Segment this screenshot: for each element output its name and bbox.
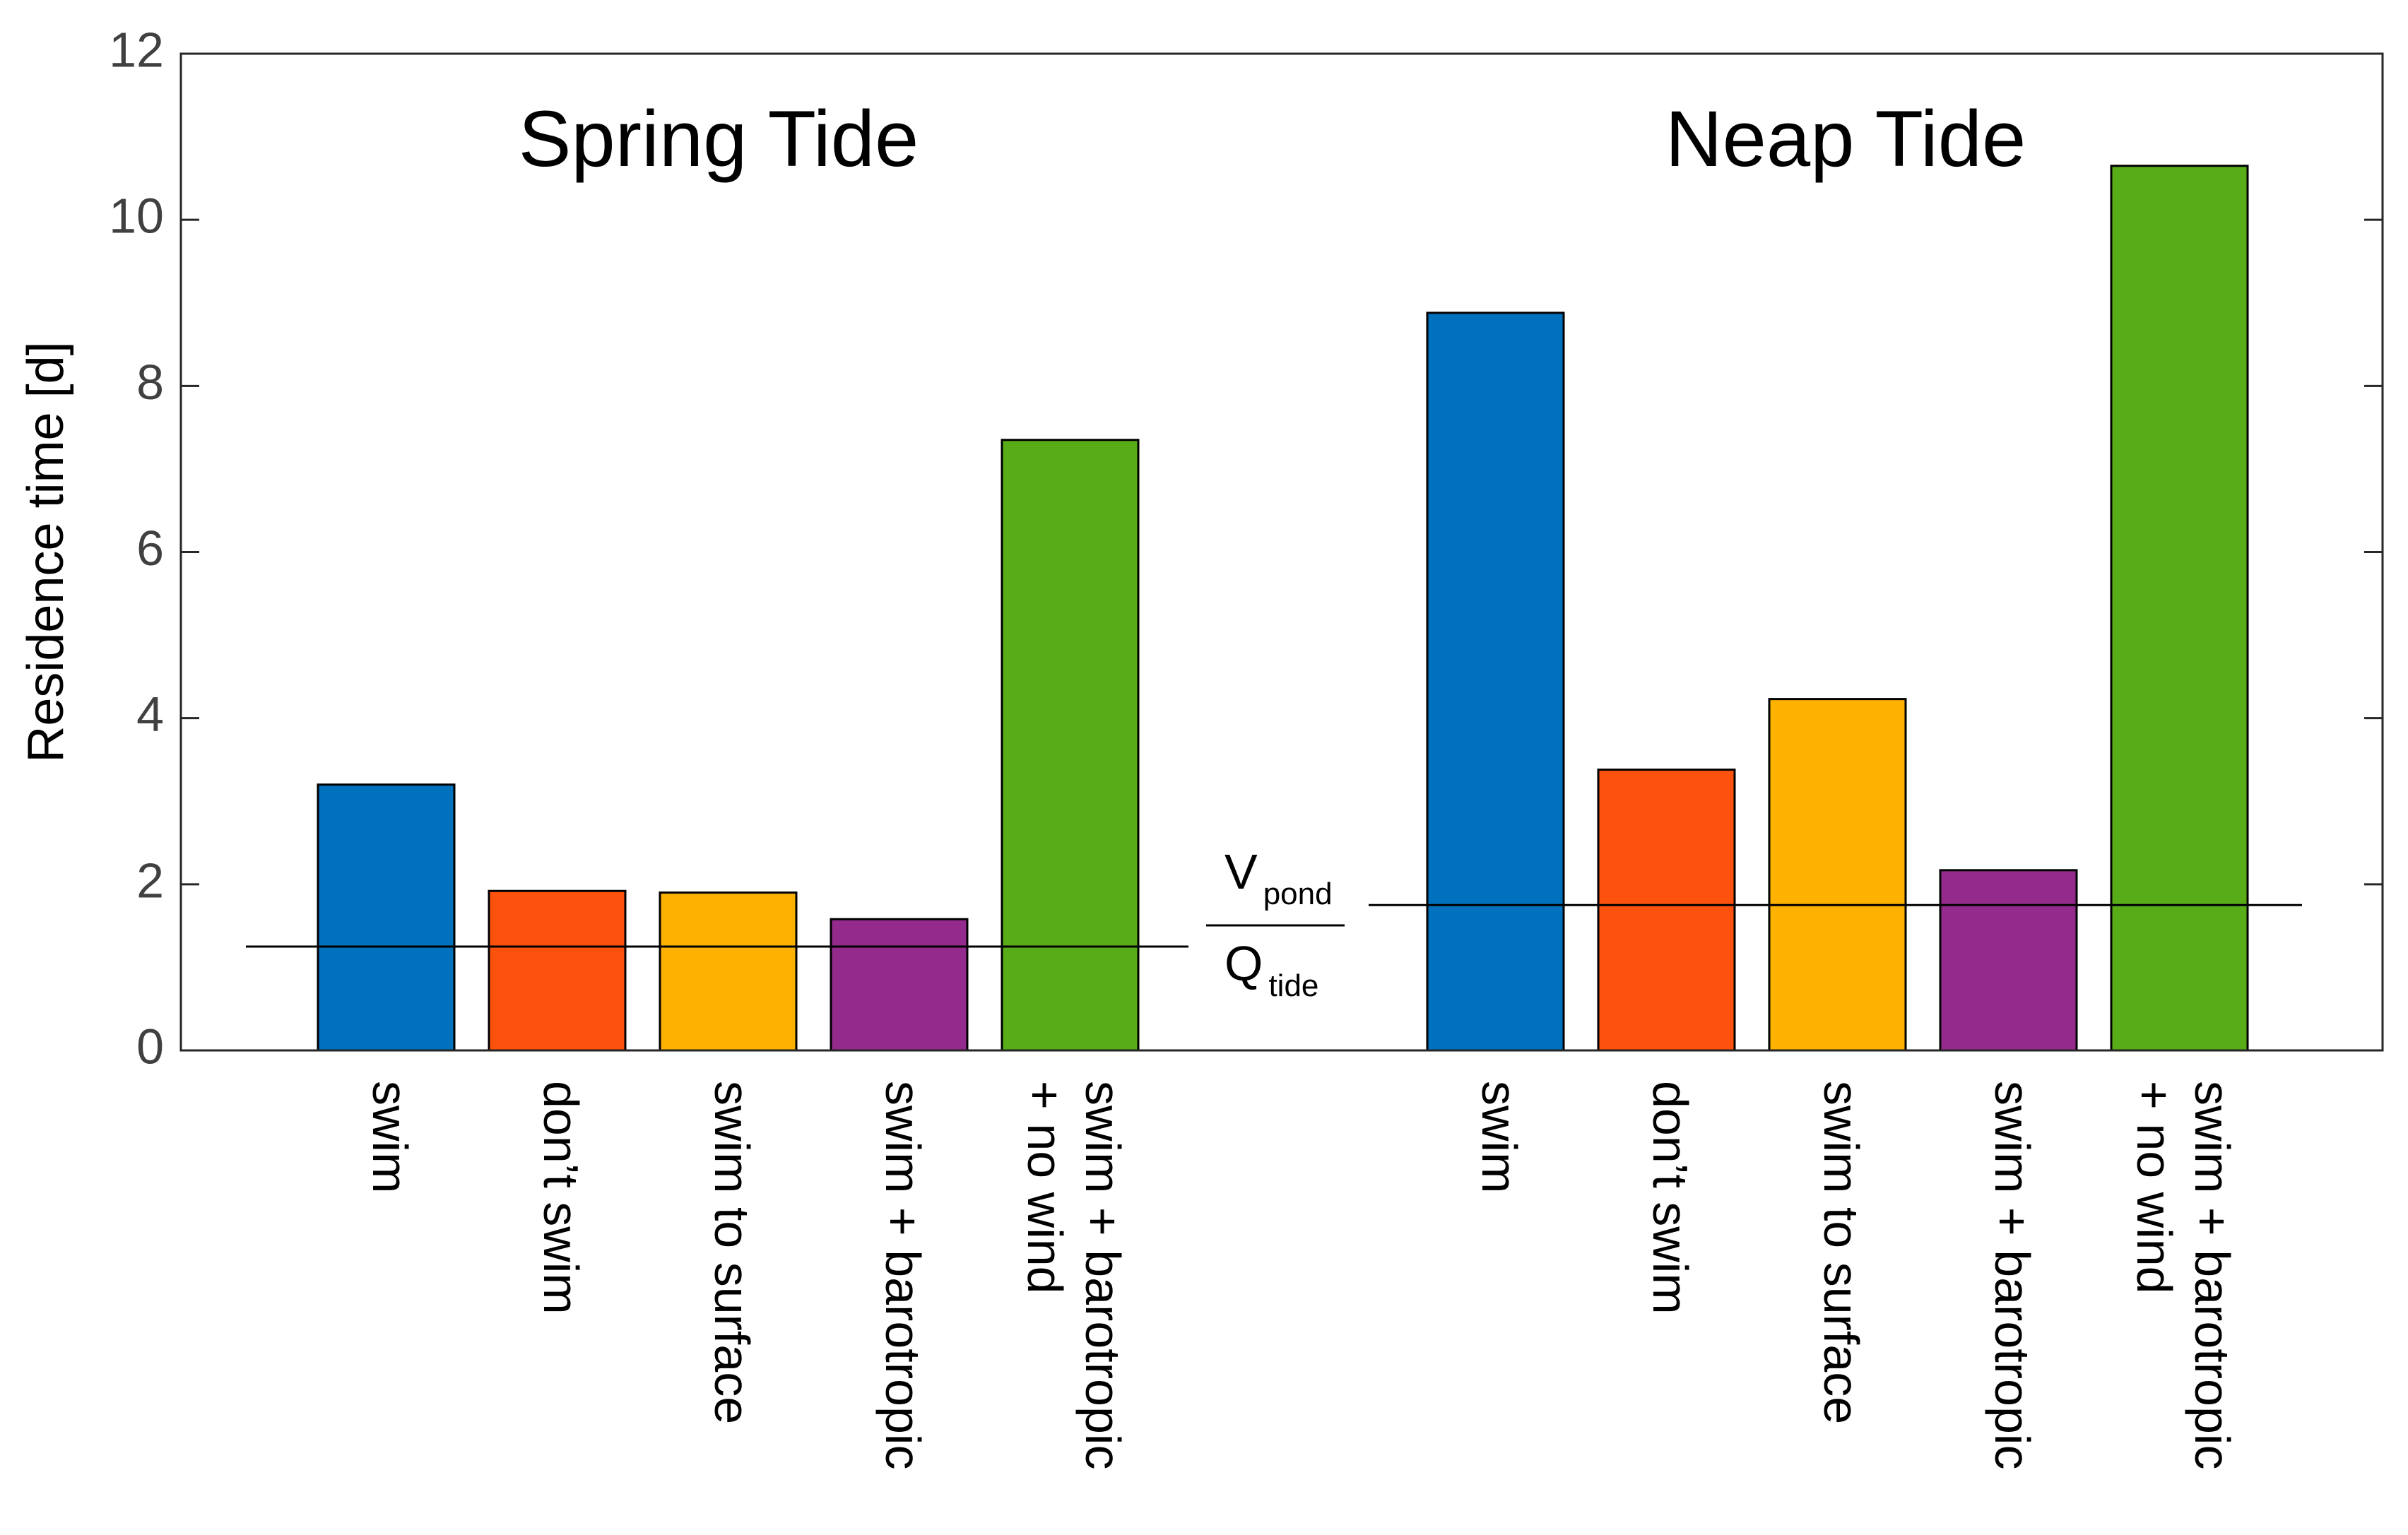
category-label: swim	[362, 1081, 418, 1193]
y-axis-label: Residence time [d]	[18, 341, 74, 762]
y-tick-label: 8	[136, 355, 164, 410]
chart-axes	[179, 52, 2384, 1052]
y-tick-label: 6	[136, 521, 164, 576]
bar-spring-2	[488, 889, 627, 1052]
bar-spring-4	[830, 918, 969, 1052]
reference-denominator-symbol: Q	[1224, 936, 1263, 991]
bar-neap-1	[1426, 312, 1565, 1052]
category-label: don’t swim	[533, 1081, 589, 1315]
reference-denominator-subscript: tide	[1268, 968, 1318, 1003]
category-label: don’t swim	[1643, 1081, 1698, 1315]
y-tick-label: 2	[136, 853, 164, 908]
bar-spring-1	[317, 783, 456, 1052]
category-label: swim + barotropic	[875, 1081, 931, 1469]
category-label: + no wind	[2127, 1081, 2182, 1294]
bar-neap-5	[2110, 165, 2249, 1052]
reference-numerator-symbol: V	[1224, 844, 1258, 899]
category-label: swim to surface	[704, 1081, 760, 1424]
category-label: swim to surface	[1814, 1081, 1869, 1424]
chart-marks	[246, 165, 2302, 1052]
panel-title: Spring Tide	[519, 95, 919, 183]
category-label: + no wind	[1017, 1081, 1073, 1294]
y-tick-label: 10	[109, 189, 164, 244]
category-label: swim + barotropic	[1985, 1081, 2040, 1469]
bar-neap-3	[1768, 698, 1907, 1052]
y-tick-label: 12	[109, 22, 164, 77]
bar-spring-5	[1001, 439, 1140, 1052]
panel-title: Neap Tide	[1665, 95, 2026, 183]
category-label: swim	[1472, 1081, 1527, 1193]
y-tick-label: 4	[136, 687, 164, 742]
category-label: swim + barotropic	[1075, 1081, 1131, 1469]
chart-labels: swim don’t swim swim to surface swim + baro…	[18, 22, 2240, 1469]
bar-spring-3	[659, 891, 798, 1052]
y-tick-label: 0	[136, 1019, 164, 1074]
bar-neap-4	[1939, 869, 2078, 1052]
bar-neap-2	[1597, 769, 1736, 1052]
category-label: swim + barotropic	[2185, 1081, 2240, 1469]
reference-numerator-subscript: pond	[1263, 877, 1333, 911]
